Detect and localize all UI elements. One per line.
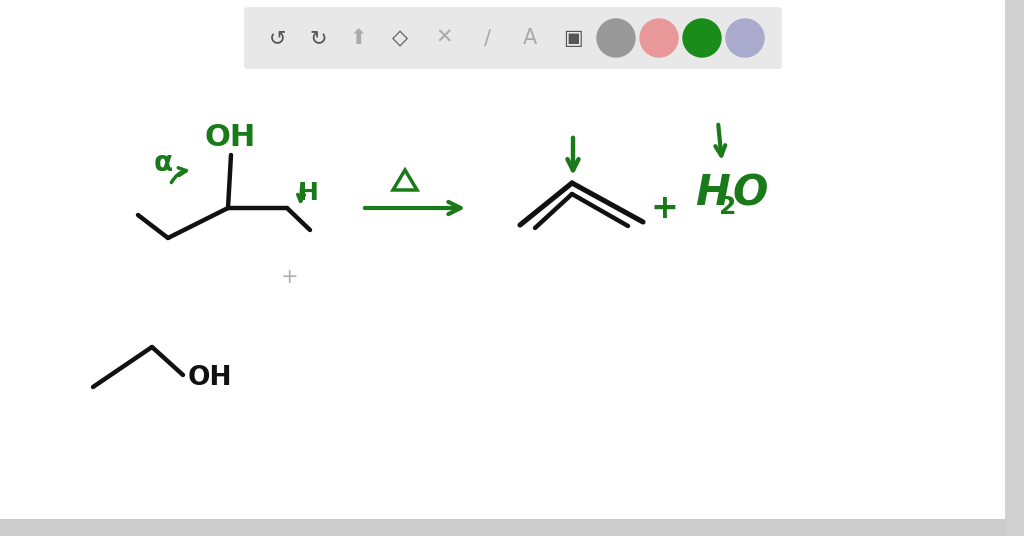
Text: +: + bbox=[282, 267, 299, 287]
Text: /: / bbox=[483, 28, 490, 48]
Text: A: A bbox=[523, 28, 538, 48]
Text: ↺: ↺ bbox=[269, 28, 287, 48]
Circle shape bbox=[640, 19, 678, 57]
Text: OH: OH bbox=[188, 365, 232, 391]
Text: H: H bbox=[695, 172, 730, 214]
Text: 2: 2 bbox=[719, 195, 736, 219]
FancyBboxPatch shape bbox=[0, 519, 1005, 536]
Text: OH: OH bbox=[205, 123, 256, 153]
Text: α: α bbox=[154, 149, 173, 177]
Text: ▣: ▣ bbox=[563, 28, 583, 48]
Text: O: O bbox=[732, 172, 767, 214]
Circle shape bbox=[683, 19, 721, 57]
FancyBboxPatch shape bbox=[244, 7, 782, 69]
Text: +: + bbox=[650, 191, 678, 225]
Circle shape bbox=[597, 19, 635, 57]
FancyBboxPatch shape bbox=[1005, 0, 1024, 536]
Text: ✕: ✕ bbox=[435, 28, 453, 48]
Text: ↻: ↻ bbox=[309, 28, 327, 48]
Text: ⬆: ⬆ bbox=[349, 28, 367, 48]
Circle shape bbox=[726, 19, 764, 57]
Text: H: H bbox=[298, 181, 318, 205]
Text: ◇: ◇ bbox=[392, 28, 408, 48]
